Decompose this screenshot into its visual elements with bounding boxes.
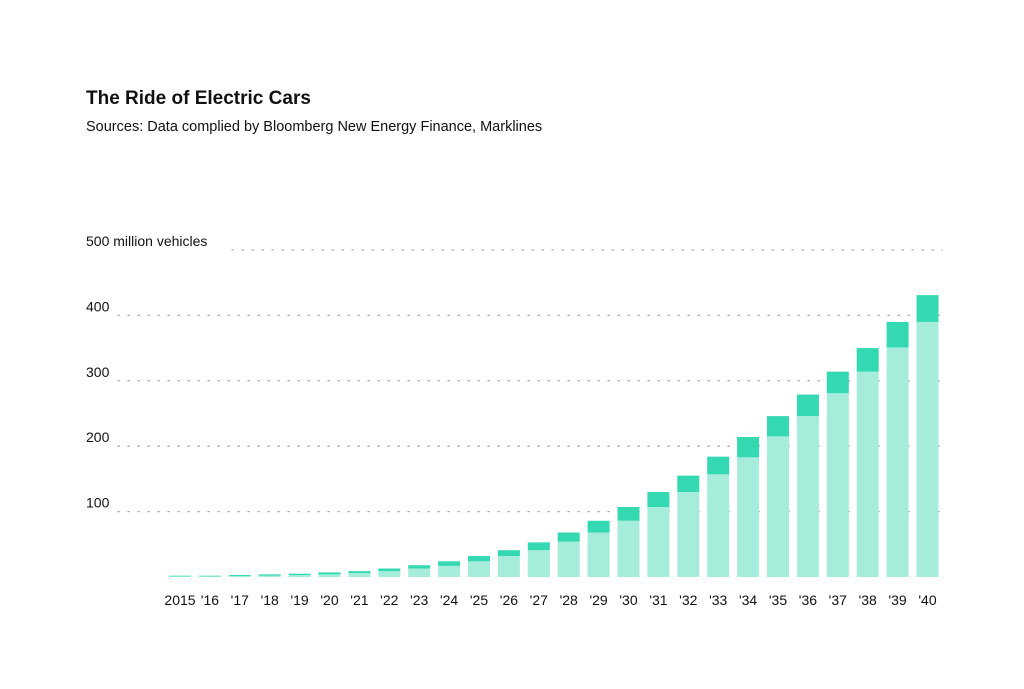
x-tick-label: '29: [589, 592, 607, 608]
bar-segment-base: [318, 574, 341, 577]
bar-segment-base: [587, 532, 610, 577]
bar-segment-top: [737, 437, 760, 458]
chart-title: The Ride of Electric Cars: [86, 88, 311, 109]
bar-segment-top: [587, 520, 610, 533]
bar-segment-base: [468, 561, 490, 577]
x-tick-label: '32: [679, 592, 697, 608]
y-tick-label: 300: [86, 364, 110, 380]
y-tick-label: 400: [86, 298, 110, 314]
bar-segment-base: [288, 575, 311, 577]
x-tick-label: '37: [829, 592, 847, 608]
bar-segment-base: [198, 576, 221, 577]
bar-segment-top: [707, 456, 730, 475]
bar-segment-top: [408, 565, 431, 569]
bar-segment-base: [408, 568, 431, 577]
gridlines: [117, 249, 943, 513]
x-tick-label: '24: [440, 592, 458, 608]
x-tick-label: '16: [201, 592, 219, 608]
y-tick-label: 200: [86, 429, 110, 445]
bar-segment-base: [916, 321, 939, 577]
bar-segment-top: [497, 550, 520, 557]
bar-segment-top: [288, 573, 311, 576]
x-tick-label: '21: [350, 592, 368, 608]
bar-segment-base: [348, 573, 371, 577]
bar-segment-top: [198, 575, 221, 577]
x-tick-label: '22: [380, 592, 398, 608]
bar-segment-base: [826, 393, 849, 577]
x-tick-label: '34: [739, 592, 757, 608]
bar-segment-top: [826, 371, 849, 394]
x-tick-label: '27: [530, 592, 548, 608]
x-tick-label: '36: [799, 592, 817, 608]
x-tick-label: '23: [410, 592, 428, 608]
bar-segment-top: [677, 475, 700, 492]
x-axis-ticks: 2015 '16 '17 '18 '19 '20 '21 '22 '23 '24 '25 '26 '27…: [164, 592, 936, 608]
bar-segment-base: [527, 550, 550, 577]
x-tick-label: '39: [888, 592, 906, 608]
x-tick-label: '30: [619, 592, 637, 608]
bar-segment-base: [796, 416, 819, 577]
bar-segment-top: [318, 572, 341, 575]
bar-segment-top: [767, 416, 789, 437]
bar-segment-base: [767, 436, 789, 577]
bar-segment-base: [557, 541, 580, 577]
bar-segment-top: [557, 532, 580, 542]
x-tick-label: '28: [560, 592, 578, 608]
bar-segment-top: [647, 491, 670, 508]
x-tick-label: '33: [709, 592, 727, 608]
bar-segment-base: [647, 507, 670, 577]
bar-segment-top: [228, 575, 251, 577]
bar-segment-base: [707, 474, 730, 577]
x-tick-label: '35: [769, 592, 787, 608]
bar-segment-base: [886, 347, 909, 577]
bar-segment-base: [677, 491, 700, 577]
bar-segment-base: [378, 571, 401, 577]
bar-segment-base: [497, 556, 520, 577]
bar-segment-base: [228, 576, 251, 577]
bar-segment-top: [169, 575, 191, 577]
bar-segment-top: [527, 542, 550, 551]
x-tick-label: '40: [918, 592, 936, 608]
bar-segment-top: [796, 394, 819, 417]
x-tick-label: '31: [649, 592, 667, 608]
bar-segment-top: [378, 568, 401, 572]
x-tick-label: '18: [261, 592, 279, 608]
bar-segment-base: [169, 576, 191, 577]
bars: [169, 295, 939, 577]
bar-segment-base: [438, 565, 461, 577]
bar-segment-top: [348, 571, 371, 574]
bar-segment-base: [856, 371, 879, 577]
bar-segment-top: [617, 507, 640, 521]
x-tick-label: '19: [290, 592, 308, 608]
x-tick-label: '17: [231, 592, 249, 608]
bar-segment-top: [258, 574, 281, 576]
y-tick-label: 500 million vehicles: [86, 233, 207, 249]
y-axis-ticks: 100 200 300 400 500 million vehicles: [86, 233, 207, 511]
bar-segment-top: [886, 321, 909, 348]
bar-segment-top: [856, 348, 879, 372]
x-tick-label: '20: [320, 592, 338, 608]
x-tick-label: '38: [859, 592, 877, 608]
y-tick-label: 100: [86, 495, 110, 511]
bar-segment-top: [468, 556, 490, 562]
x-tick-label: 2015: [164, 592, 195, 608]
bar-segment-base: [617, 520, 640, 577]
chart-subtitle: Sources: Data complied by Bloomberg New …: [86, 119, 543, 135]
bar-segment-base: [737, 457, 760, 577]
bar-segment-top: [438, 561, 461, 566]
x-tick-label: '25: [470, 592, 488, 608]
x-tick-label: '26: [500, 592, 518, 608]
bar-segment-base: [258, 575, 281, 577]
bar-segment-top: [916, 295, 939, 322]
